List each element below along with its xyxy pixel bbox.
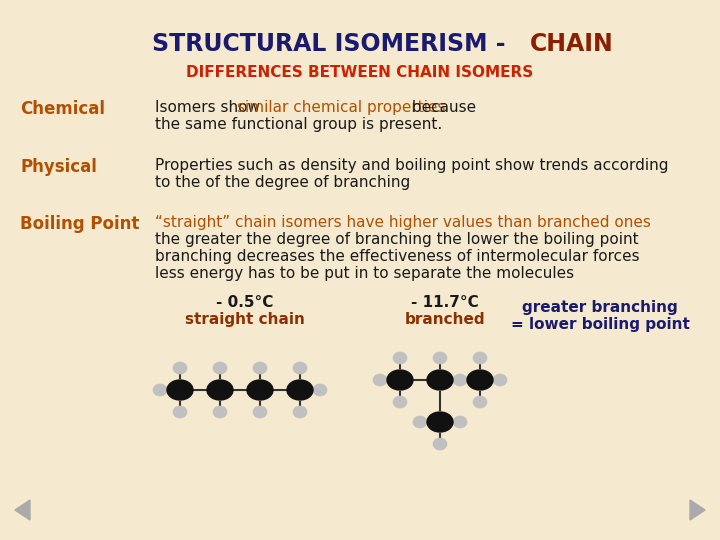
Ellipse shape	[453, 416, 467, 428]
Ellipse shape	[493, 374, 507, 386]
Text: to the of the degree of branching: to the of the degree of branching	[155, 175, 410, 190]
Ellipse shape	[413, 416, 427, 428]
Polygon shape	[690, 500, 705, 520]
Text: - 11.7°C: - 11.7°C	[411, 295, 479, 310]
Ellipse shape	[167, 380, 193, 400]
Ellipse shape	[153, 384, 167, 396]
Ellipse shape	[427, 370, 453, 390]
Text: Physical: Physical	[20, 158, 97, 176]
Ellipse shape	[433, 438, 447, 450]
Ellipse shape	[207, 380, 233, 400]
Text: - 0.5°C: - 0.5°C	[216, 295, 274, 310]
Ellipse shape	[427, 412, 453, 432]
Text: STRUCTURAL ISOMERISM -: STRUCTURAL ISOMERISM -	[152, 32, 514, 56]
Text: = lower boiling point: = lower boiling point	[510, 317, 690, 332]
Ellipse shape	[213, 406, 227, 418]
Text: branched: branched	[405, 312, 485, 327]
Text: Boiling Point: Boiling Point	[20, 215, 140, 233]
Text: branching decreases the effectiveness of intermolecular forces: branching decreases the effectiveness of…	[155, 249, 639, 264]
Ellipse shape	[213, 362, 227, 374]
Ellipse shape	[393, 352, 407, 364]
Text: the same functional group is present.: the same functional group is present.	[155, 117, 442, 132]
Ellipse shape	[173, 362, 187, 374]
Ellipse shape	[287, 380, 313, 400]
Text: less energy has to be put in to separate the molecules: less energy has to be put in to separate…	[155, 266, 574, 281]
Text: because: because	[407, 100, 476, 115]
Text: straight chain: straight chain	[185, 312, 305, 327]
Text: similar chemical properties: similar chemical properties	[237, 100, 446, 115]
Ellipse shape	[393, 396, 407, 408]
Text: “straight” chain isomers have higher values than branched ones: “straight” chain isomers have higher val…	[155, 215, 651, 230]
Ellipse shape	[293, 362, 307, 374]
Ellipse shape	[467, 370, 493, 390]
Text: DIFFERENCES BETWEEN CHAIN ISOMERS: DIFFERENCES BETWEEN CHAIN ISOMERS	[186, 65, 534, 80]
Ellipse shape	[433, 352, 447, 364]
Polygon shape	[15, 500, 30, 520]
Text: Isomers show: Isomers show	[155, 100, 265, 115]
Ellipse shape	[173, 406, 187, 418]
Ellipse shape	[253, 362, 267, 374]
Text: CHAIN: CHAIN	[530, 32, 613, 56]
Text: Properties such as density and boiling point show trends according: Properties such as density and boiling p…	[155, 158, 668, 173]
Ellipse shape	[247, 380, 273, 400]
Ellipse shape	[313, 384, 327, 396]
Ellipse shape	[387, 370, 413, 390]
Ellipse shape	[473, 352, 487, 364]
Ellipse shape	[293, 406, 307, 418]
Text: greater branching: greater branching	[522, 300, 678, 315]
Ellipse shape	[453, 374, 467, 386]
Ellipse shape	[373, 374, 387, 386]
Text: Chemical: Chemical	[20, 100, 105, 118]
Text: the greater the degree of branching the lower the boiling point: the greater the degree of branching the …	[155, 232, 639, 247]
Ellipse shape	[253, 406, 267, 418]
Ellipse shape	[473, 396, 487, 408]
